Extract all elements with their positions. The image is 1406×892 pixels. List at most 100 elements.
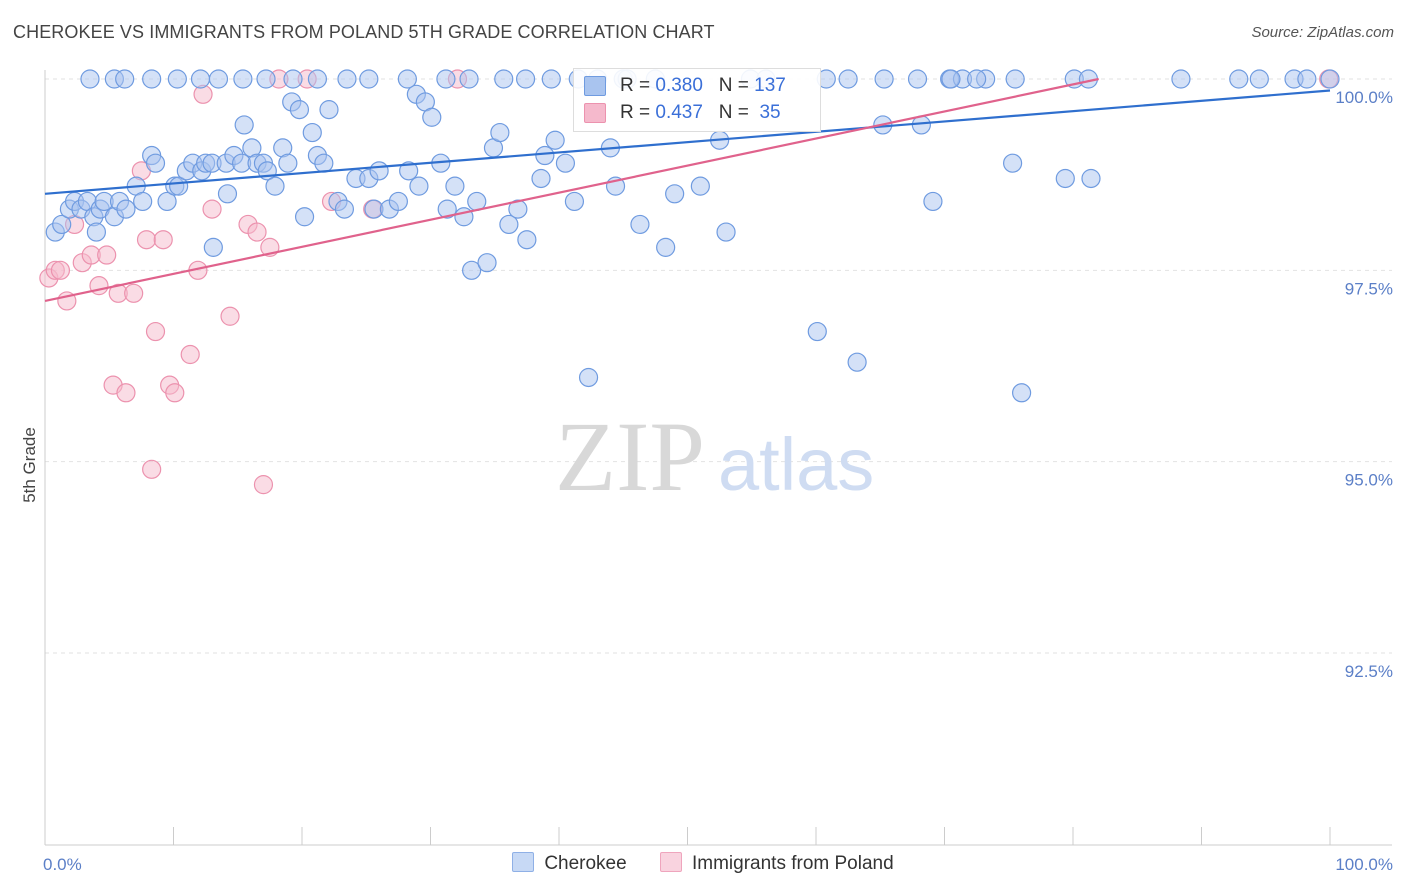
point-cherokee-115	[494, 69, 514, 89]
trend-line-poland	[44, 77, 1099, 303]
point-cherokee-37	[278, 153, 298, 173]
point-poland-23	[202, 199, 222, 219]
point-cherokee-41	[302, 122, 322, 143]
point-cherokee-43	[314, 153, 334, 173]
point-cherokee-62	[459, 69, 479, 89]
point-cherokee-59	[437, 199, 457, 219]
point-poland-28	[253, 475, 274, 495]
point-cherokee-76	[578, 367, 599, 388]
point-cherokee-55	[409, 176, 429, 196]
watermark-atlas: atlas	[718, 423, 874, 506]
point-cherokee-97	[1011, 383, 1032, 403]
point-cherokee-53	[399, 161, 419, 181]
point-cherokee-83	[690, 176, 710, 196]
point-poland-15	[142, 459, 162, 479]
point-cherokee-127	[1005, 69, 1025, 89]
point-cherokee-111	[337, 69, 357, 89]
point-cherokee-131	[1229, 69, 1249, 89]
stats-legend-row-poland: R = 0.437 N = 35	[584, 102, 781, 128]
x-tick-label-0: 0.0%	[43, 855, 82, 874]
point-cherokee-50	[369, 161, 389, 181]
point-cherokee-27	[217, 184, 238, 204]
point-cherokee-113	[397, 69, 417, 89]
point-poland-20	[180, 344, 200, 365]
swatch-cherokee	[584, 75, 606, 96]
point-cherokee-124	[907, 69, 928, 89]
stats-legend-row-cherokee: R = 0.380 N = 137	[584, 75, 786, 101]
point-cherokee-69	[508, 199, 528, 219]
point-cherokee-30	[234, 115, 254, 135]
point-cherokee-75	[564, 191, 585, 212]
point-cherokee-65	[477, 253, 497, 273]
y-tick-labels: 92.5% 95.0% 97.5% 100.0%	[1335, 88, 1393, 681]
r-label: R =	[620, 102, 651, 123]
point-cherokee-122	[838, 69, 858, 89]
point-cherokee-17	[157, 191, 177, 212]
watermark-zip: ZIP	[555, 401, 705, 512]
point-poland-2	[50, 260, 71, 280]
swatch-poland	[584, 102, 606, 123]
point-cherokee-88	[807, 321, 827, 342]
series-legend: Cherokee Immigrants from Poland	[0, 852, 1406, 875]
point-cherokee-39	[289, 100, 310, 120]
point-cherokee-73	[545, 130, 565, 150]
point-cherokee-71	[531, 168, 551, 189]
point-cherokee-125	[941, 69, 961, 89]
point-cherokee-40	[294, 207, 315, 227]
n-value-poland: 35	[759, 102, 781, 123]
point-cherokee-89	[847, 352, 867, 372]
trend-line-cherokee	[44, 89, 1331, 195]
point-cherokee-114	[436, 69, 456, 89]
point-cherokee-96	[1003, 153, 1023, 173]
point-cherokee-72	[535, 145, 555, 166]
y-axis-label: 5th Grade	[20, 427, 39, 503]
point-cherokee-46	[334, 199, 355, 219]
point-cherokee-123	[874, 69, 894, 89]
legend-label-cherokee: Cherokee	[544, 853, 627, 874]
legend-item-poland[interactable]: Immigrants from Poland	[659, 852, 894, 875]
point-cherokee-12	[116, 199, 136, 219]
chart-title: CHEROKEE VS IMMIGRANTS FROM POLAND 5TH G…	[13, 22, 715, 42]
y-tick-label-0: 92.5%	[1345, 662, 1393, 681]
chart-source: Source: ZipAtlas.com	[1251, 24, 1394, 41]
point-cherokee-67	[490, 122, 510, 143]
point-poland-17	[153, 230, 173, 250]
point-cherokee-63	[462, 260, 482, 280]
y-tick-label-3: 100.0%	[1335, 88, 1393, 107]
axes	[44, 70, 1392, 846]
point-cherokee-81	[656, 237, 676, 257]
point-cherokee-1	[52, 214, 72, 235]
point-cherokee-85	[716, 222, 736, 242]
point-cherokee-7	[86, 222, 107, 242]
stats-legend: R = 0.380 N = 137 R = 0.437 N = 35	[573, 68, 821, 132]
point-cherokee-117	[541, 69, 561, 89]
point-cherokee-60	[445, 176, 465, 196]
point-cherokee-35	[265, 176, 285, 196]
point-cherokee-44	[319, 100, 339, 120]
point-cherokee-116	[515, 69, 536, 89]
point-poland-11	[116, 383, 136, 403]
legend-label-poland: Immigrants from Poland	[691, 853, 894, 874]
point-cherokee-126	[967, 69, 987, 89]
r-value-poland: 0.437	[655, 102, 703, 123]
point-cherokee-57	[422, 107, 442, 127]
point-poland-14	[136, 230, 157, 250]
point-cherokee-106	[208, 69, 229, 89]
point-cherokee-100	[80, 69, 100, 89]
legend-item-cherokee[interactable]: Cherokee	[512, 852, 627, 875]
point-cherokee-52	[388, 191, 408, 212]
point-cherokee-108	[256, 69, 276, 89]
point-cherokee-98	[1055, 168, 1075, 189]
point-cherokee-104	[167, 69, 187, 89]
point-cherokee-79	[630, 214, 650, 235]
point-poland-26	[247, 222, 267, 242]
point-cherokee-99	[1081, 168, 1101, 189]
point-cherokee-132	[1249, 69, 1269, 89]
n-value-cherokee: 137	[754, 75, 786, 96]
point-cherokee-16	[145, 153, 166, 173]
point-cherokee-134	[1297, 69, 1317, 89]
point-cherokee-109	[283, 69, 303, 89]
point-cherokee-130	[1171, 69, 1191, 89]
x-tick-labels: 0.0% 100.0%	[43, 855, 1393, 874]
